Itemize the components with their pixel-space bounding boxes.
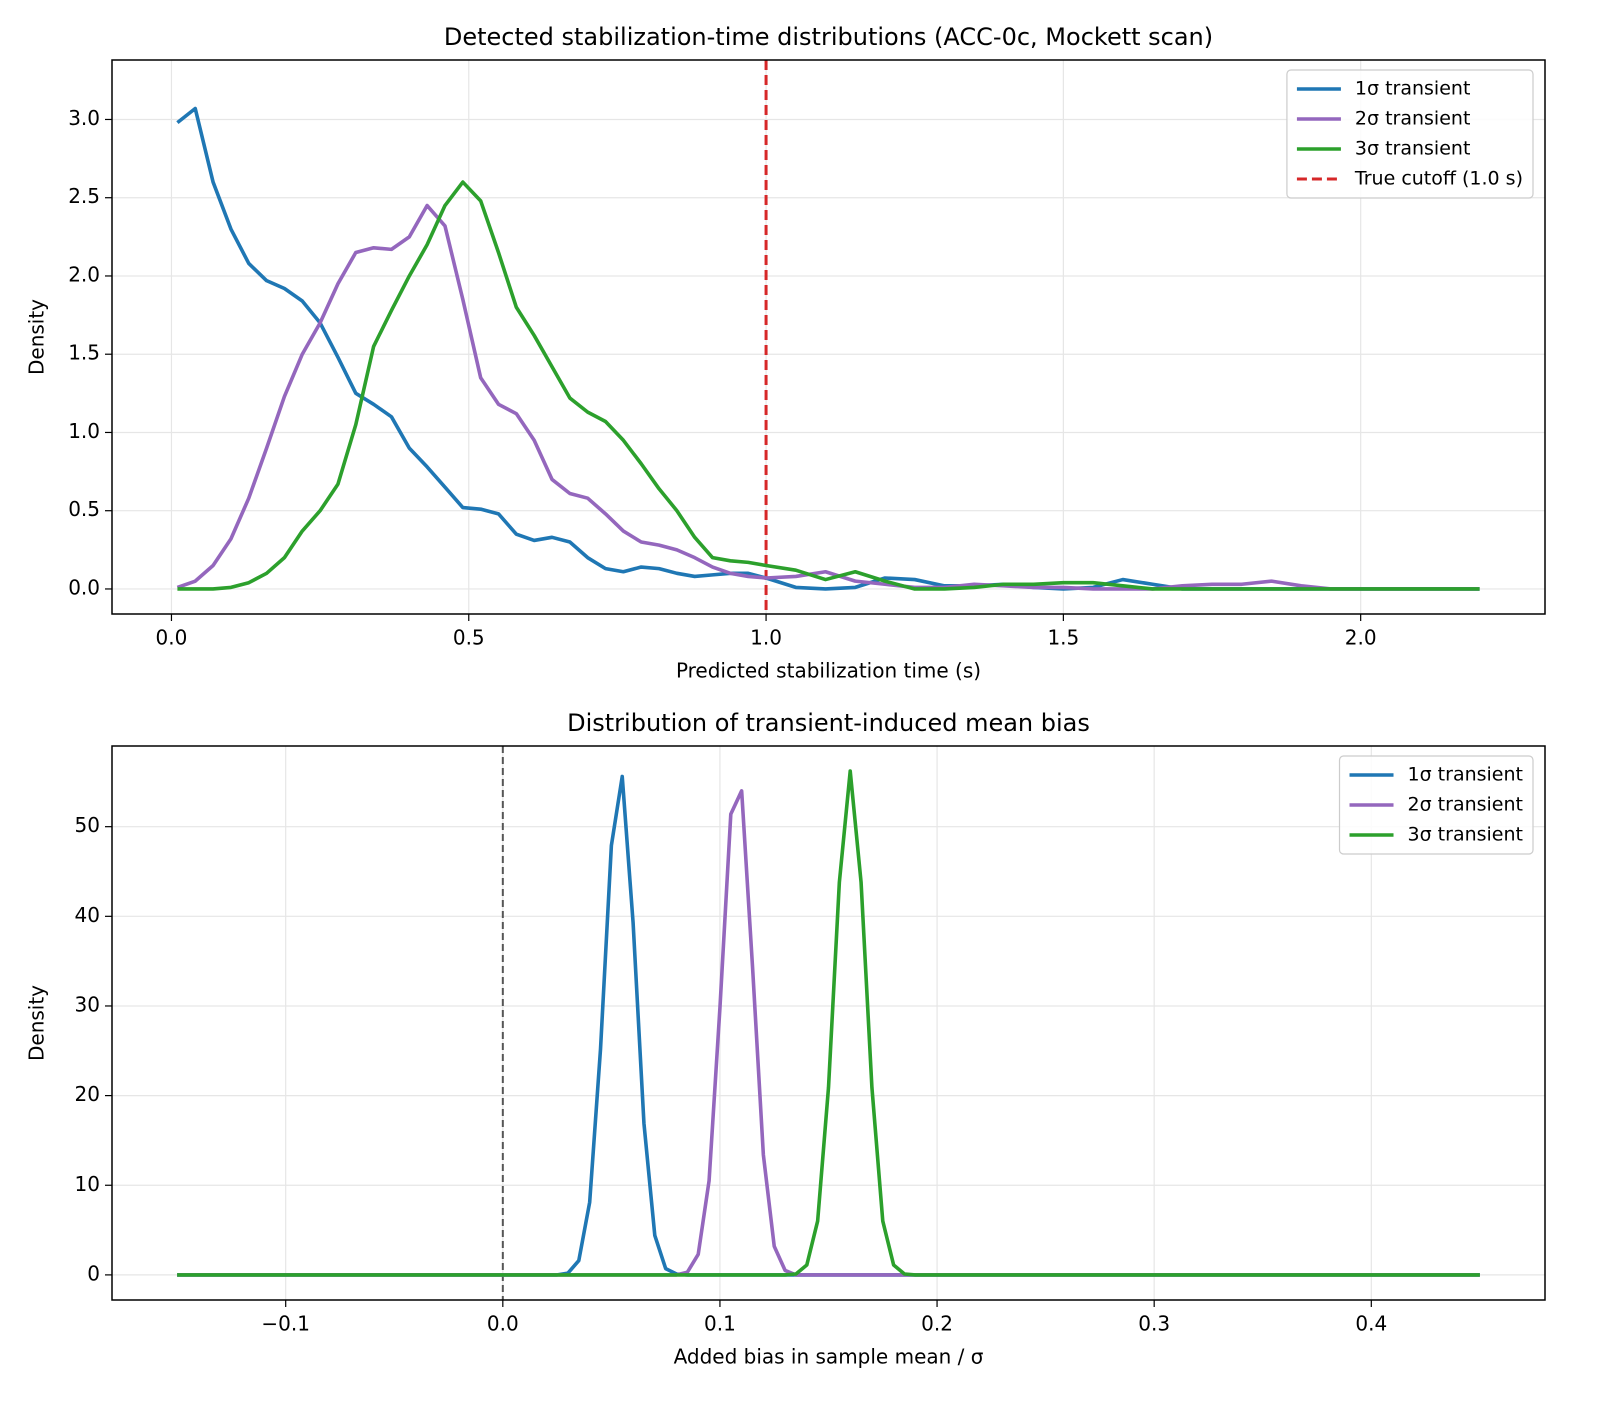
legend-box <box>1286 69 1534 199</box>
axes-frame <box>111 59 1546 615</box>
y-tick-label: 1.5 <box>68 341 100 365</box>
plot-area <box>176 60 1480 614</box>
x-tick-label: 0.4 <box>1355 1312 1387 1336</box>
y-tick-label: 10 <box>75 1172 100 1196</box>
legend-label: 2σ transient <box>1408 794 1523 816</box>
legend: 1σ transient 2σ transient 3σ transient <box>1338 755 1534 855</box>
x-tick-label: 0.0 <box>156 626 188 650</box>
series-line <box>177 774 1480 1277</box>
x-tick-label: 2.0 <box>1345 626 1377 650</box>
series-line <box>177 789 1480 1277</box>
y-tick-label: 3.0 <box>68 106 100 130</box>
x-tick-label: 0.3 <box>1138 1312 1170 1336</box>
y-tick-label: 0 <box>87 1261 100 1285</box>
legend-label: 1σ transient <box>1408 764 1523 786</box>
chart-title: Detected stabilization-time distribution… <box>444 23 1213 51</box>
plot-area <box>177 746 1480 1300</box>
x-tick-label: 0.1 <box>704 1312 736 1336</box>
x-axis-label: Predicted stabilization time (s) <box>676 659 981 683</box>
series-line <box>177 180 1480 591</box>
x-tick-label: 1.5 <box>1047 626 1079 650</box>
y-tick-label: 20 <box>75 1082 100 1106</box>
subplot: −0.1 0.0 0.1 0.2 0.3 0.4 0 10 20 30 40 50 Distributi… <box>25 709 1546 1369</box>
x-tick-label: 0.2 <box>921 1312 953 1336</box>
y-tick-label: 40 <box>75 903 100 927</box>
series-line <box>177 769 1480 1277</box>
legend-label: 3σ transient <box>1408 824 1523 846</box>
x-tick-label: −0.1 <box>261 1312 310 1336</box>
x-tick-label: 0.5 <box>453 626 485 650</box>
legend: 1σ transient 2σ transient 3σ transient True… <box>1286 69 1534 199</box>
y-tick-label: 1.0 <box>68 419 100 443</box>
legend-label: 3σ transient <box>1355 138 1470 160</box>
subplot: 0.0 0.5 1.0 1.5 2.0 0.0 0.5 1.0 1.5 2.0 2.5 3.0 Dete… <box>25 23 1546 683</box>
y-tick-label: 2.5 <box>68 184 100 208</box>
legend-label: True cutoff (1.0 s) <box>1354 168 1523 190</box>
legend-label: 2σ transient <box>1355 108 1470 130</box>
y-tick-label: 50 <box>75 813 100 837</box>
y-axis-label: Density <box>25 299 49 375</box>
x-tick-label: 0.0 <box>487 1312 519 1336</box>
legend-label: 1σ transient <box>1355 78 1470 100</box>
y-tick-label: 30 <box>75 992 100 1016</box>
y-tick-label: 0.0 <box>68 575 100 599</box>
y-tick-label: 0.5 <box>68 497 100 521</box>
x-tick-label: 1.0 <box>750 626 782 650</box>
axes-frame <box>111 745 1546 1301</box>
series-line <box>176 203 1480 591</box>
chart-title: Distribution of transient-induced mean b… <box>567 709 1090 737</box>
y-tick-label: 2.0 <box>68 262 100 286</box>
y-axis-label: Density <box>25 985 49 1061</box>
legend-box <box>1338 755 1534 855</box>
x-axis-label: Added bias in sample mean / σ <box>674 1345 984 1369</box>
